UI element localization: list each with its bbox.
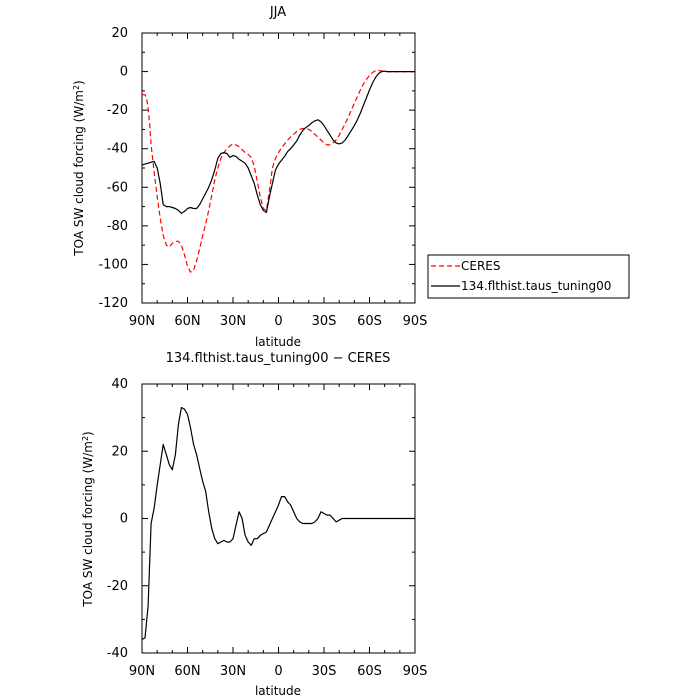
x-axis-label: latitude [255, 335, 301, 349]
x-tick-label: 60N [174, 664, 200, 679]
y-tick-label: -20 [107, 579, 128, 594]
x-tick-labels: 90N 60N 30N 0 30S 60S 90S [129, 664, 428, 679]
y-tick-label: 0 [120, 512, 128, 527]
x-tick-label: 90N [129, 664, 155, 679]
legend-box [427, 254, 630, 299]
chart-title: 134.flthist.taus_tuning00 − CERES [166, 351, 391, 366]
x-tick-label: 60S [357, 664, 382, 679]
y-tick-label: -40 [107, 142, 128, 157]
y-tick-label: -20 [107, 103, 128, 118]
series-line-134-flthist-taus-tuning00 [141, 70, 415, 214]
y-axis-label: TOA SW cloud forcing (W/m2) [81, 431, 95, 607]
y-axis-label-sup: 2 [72, 85, 81, 90]
y-tick-label: -120 [98, 296, 128, 311]
y-tick-labels: 40 20 0 -20 -40 [107, 377, 128, 661]
x-tick-label: 30N [220, 664, 246, 679]
x-tick-label: 30S [312, 314, 337, 329]
y-axis-label-main: TOA SW cloud forcing (W/m [72, 90, 86, 257]
y-tick-label: 20 [111, 26, 128, 41]
y-tick-labels: 20 0 -20 -40 -60 -80 -100 -120 [98, 26, 128, 311]
y-axis-label-close: ) [72, 80, 86, 85]
x-tick-label: 0 [274, 664, 282, 679]
y-axis-label-sup: 2 [81, 436, 90, 441]
y-tick-label: -100 [98, 257, 128, 272]
x-tick-label: 0 [274, 314, 282, 329]
chart-jja: JJA 90N 60N 30N 0 30S 60S 90S 20 0 -20 -40 -60 -80 -… [72, 5, 630, 349]
x-tick-label: 30S [312, 664, 337, 679]
y-tick-label: 40 [111, 377, 128, 392]
y-tick-label: 0 [120, 65, 128, 80]
series-lines [141, 69, 415, 273]
chart-difference: 134.flthist.taus_tuning00 − CERES 90N 60N… [81, 351, 427, 698]
y-axis-label: TOA SW cloud forcing (W/m2) [72, 80, 86, 256]
x-tick-label: 30N [220, 314, 246, 329]
series-line-ceres [142, 69, 415, 273]
x-tick-label: 90S [403, 314, 428, 329]
x-axis-label: latitude [255, 684, 301, 698]
y-tick-label: -40 [107, 646, 128, 661]
x-tick-label: 90S [403, 664, 428, 679]
y-axis-label-close: ) [81, 431, 95, 436]
x-tick-label: 60N [174, 314, 200, 329]
legend: CERES 134.flthist.taus_tuning00 [427, 254, 630, 299]
y-tick-label: 20 [111, 444, 128, 459]
axis-ticks [141, 32, 416, 304]
series-line-difference [141, 406, 415, 641]
plot-frame [141, 32, 416, 304]
x-tick-labels: 90N 60N 30N 0 30S 60S 90S [129, 314, 428, 329]
series-lines [141, 406, 415, 641]
legend-label-ceres: CERES [461, 259, 501, 273]
x-tick-label: 60S [357, 314, 382, 329]
y-axis-label-main: TOA SW cloud forcing (W/m [81, 441, 95, 608]
legend-label-model: 134.flthist.taus_tuning00 [461, 279, 611, 293]
chart-title: JJA [269, 5, 286, 20]
x-tick-label: 90N [129, 314, 155, 329]
y-tick-label: -80 [107, 219, 128, 234]
y-tick-label: -60 [107, 180, 128, 195]
